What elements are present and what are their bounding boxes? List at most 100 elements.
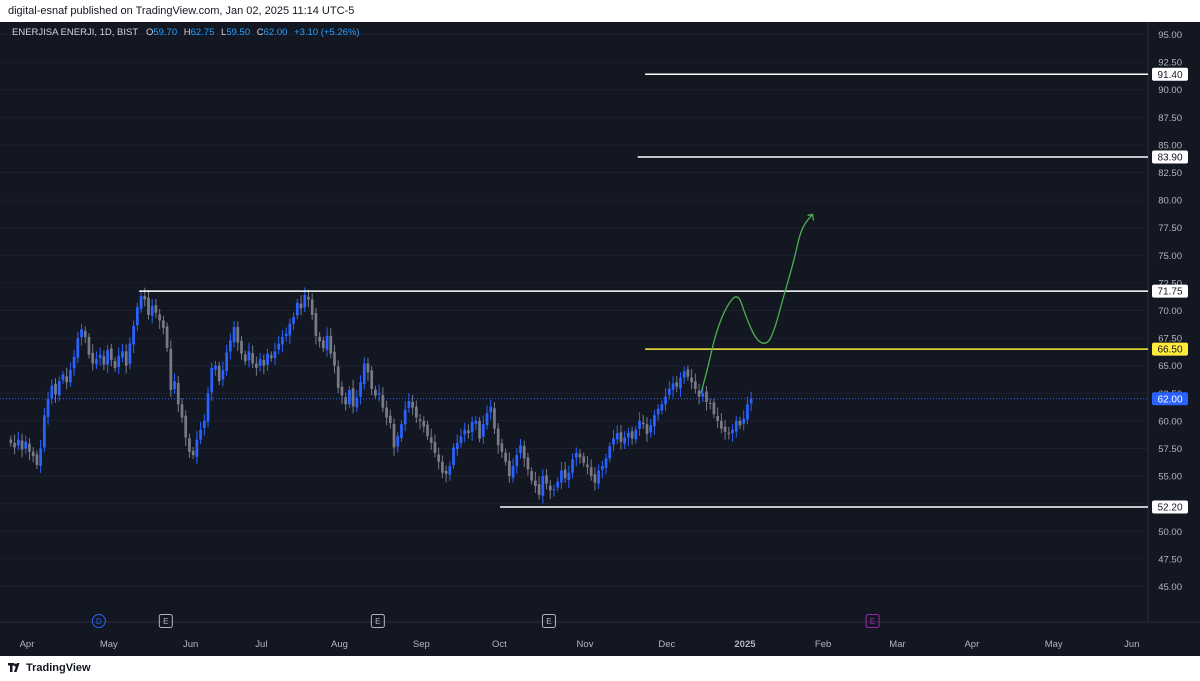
candle-body-52 [202, 420, 206, 428]
low-value: 59.50 [226, 27, 251, 38]
candle-body-53 [206, 393, 210, 422]
x-tick-label-13: May [1045, 639, 1063, 650]
y-tick-label-2: 90.00 [1158, 85, 1182, 96]
last-price-tag [1152, 392, 1188, 406]
candle-body-13 [57, 381, 61, 396]
candle-body-95 [362, 363, 366, 384]
candle-body-34 [135, 307, 139, 326]
candle-body-197 [742, 418, 746, 424]
candle-body-57 [221, 370, 225, 380]
candle-body-172 [649, 425, 653, 433]
projection-arrowhead [807, 213, 815, 221]
price-chart-svg[interactable]: 95.00 92.50 90.00 87.50 85.00 82.50 80.00 77.50… [0, 22, 1200, 656]
candle-body-92 [351, 388, 355, 407]
candle-body-16 [69, 370, 72, 383]
candle-body-19 [80, 329, 83, 338]
candle-body-79 [303, 295, 307, 308]
candle-body-43 [169, 348, 173, 390]
candle-body-59 [228, 340, 232, 352]
candle-body-179 [675, 382, 679, 387]
candle-body-105 [400, 424, 403, 439]
candle-body-155 [586, 464, 589, 468]
candle-body-31 [124, 351, 128, 366]
candle-body-111 [422, 420, 426, 427]
y-tick-label-5: 82.50 [1158, 168, 1182, 179]
candle-body-150 [567, 472, 571, 481]
candle-body-162 [612, 438, 615, 445]
x-tick-label-8: Dec [658, 639, 675, 650]
candle-body-122 [463, 429, 467, 435]
candle-body-33 [132, 325, 135, 345]
candle-body-123 [467, 430, 470, 434]
high-value: 62.75 [190, 27, 215, 38]
candle-body-149 [563, 469, 567, 479]
candle-body-164 [619, 432, 623, 442]
candle-body-82 [314, 313, 318, 336]
x-tick-label-4: Aug [331, 639, 348, 650]
candle-body-194 [731, 429, 734, 434]
open-value: 59.70 [153, 27, 178, 38]
candle-body-169 [638, 420, 641, 429]
candle-body-134 [507, 460, 511, 477]
level-price-tag-3 [1152, 342, 1188, 356]
candle-body-191 [720, 420, 723, 429]
candle-body-12 [54, 383, 57, 395]
candle-body-160 [604, 458, 608, 468]
candle-body-21 [87, 336, 91, 355]
candle-body-97 [370, 370, 374, 389]
candle-body-187 [705, 391, 708, 403]
event-marker-label-0: D [96, 617, 102, 626]
candle-body-91 [348, 389, 351, 405]
chart-area[interactable]: 95.00 92.50 90.00 87.50 85.00 82.50 80.00 77.50… [0, 22, 1200, 656]
candle-body-102 [388, 415, 392, 424]
candle-body-118 [448, 466, 452, 475]
candle-body-184 [693, 381, 697, 389]
level-price-label-0: 91.40 [1157, 70, 1182, 81]
candle-body-120 [455, 442, 459, 450]
candle-body-4 [24, 441, 28, 449]
y-tick-label-20: 45.00 [1158, 582, 1182, 593]
candle-body-135 [511, 466, 515, 478]
candle-body-73 [281, 336, 284, 345]
candle-body-41 [162, 320, 165, 329]
candle-body-77 [295, 302, 299, 316]
candle-body-158 [597, 470, 600, 484]
candle-body-20 [83, 331, 87, 337]
candle-body-87 [333, 351, 336, 366]
candle-body-37 [147, 297, 150, 315]
level-price-tag-4 [1152, 500, 1188, 514]
publish-info-text: digital-esnaf published on TradingView.c… [8, 5, 355, 17]
candle-body-98 [374, 389, 377, 396]
candle-body-29 [117, 355, 121, 367]
candle-body-32 [128, 343, 132, 364]
candle-body-84 [321, 340, 325, 349]
y-tick-label-19: 47.50 [1158, 554, 1182, 565]
candle-body-71 [273, 351, 277, 358]
candle-body-3 [20, 440, 24, 450]
y-tick-label-12: 65.00 [1158, 361, 1182, 372]
candle-body-110 [418, 419, 422, 421]
candle-body-62 [240, 340, 243, 354]
x-tick-label-6: Oct [492, 639, 507, 650]
candle-body-108 [411, 401, 414, 408]
candle-body-58 [225, 352, 228, 371]
earnings-marker-1 [158, 614, 173, 628]
candle-body-124 [470, 421, 474, 433]
candle-body-192 [723, 426, 727, 432]
y-tick-label-16: 55.00 [1158, 472, 1182, 483]
y-tick-label-0: 95.00 [1158, 30, 1182, 41]
candle-body-2 [16, 439, 20, 446]
candle-body-138 [522, 446, 526, 459]
candle-body-159 [600, 466, 604, 470]
candle-body-189 [712, 402, 716, 415]
candle-body-76 [292, 317, 295, 324]
candle-body-39 [154, 305, 158, 313]
candle-body-17 [72, 356, 76, 369]
candle-body-168 [634, 429, 638, 440]
candle-body-166 [627, 433, 630, 438]
candle-body-28 [113, 361, 117, 368]
event-marker-label-4: E [870, 617, 875, 626]
candle-body-9 [42, 415, 46, 448]
candle-body-176 [664, 396, 667, 405]
earnings-marker-4 [865, 614, 880, 628]
